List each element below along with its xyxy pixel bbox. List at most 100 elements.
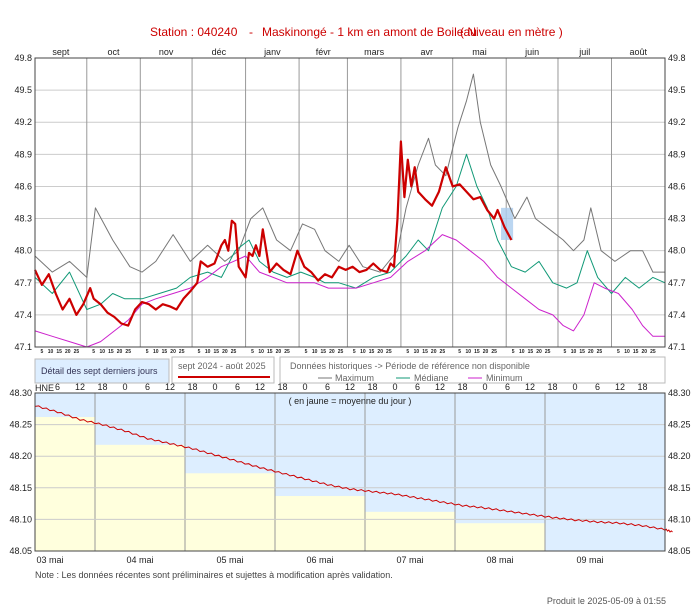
bottom-day-labels: 03 mai 04 mai 05 mai 06 mai 07 mai 08 mai 09 m… [36, 555, 603, 565]
top-month-label-1: oct [108, 47, 121, 57]
footer-note: Note : Les données récentes sont prélimi… [35, 570, 393, 580]
bottom-hour-tick-20: 6 [505, 382, 510, 392]
top-daytick-11-2: 15 [633, 349, 639, 355]
top-ytick-right-3: 48.0 [668, 246, 686, 256]
top-month-label-9: juin [524, 47, 539, 57]
bottom-hour-tick-11: 0 [302, 382, 307, 392]
bottom-daily-mean-1 [95, 444, 185, 551]
top-series-median [34, 153, 666, 310]
top-daytick-5-1: 10 [312, 349, 318, 355]
top-month-label-5: févr [316, 47, 331, 57]
bottom-hour-tick-9: 12 [255, 382, 265, 392]
top-daytick-10-4: 25 [597, 349, 603, 355]
top-daytick-4-3: 20 [276, 349, 282, 355]
bottom-hour-tick-19: 0 [482, 382, 487, 392]
bottom-ytick-left-4: 48.25 [9, 420, 32, 430]
bottom-ytick-left-0: 48.05 [9, 546, 32, 556]
top-daytick-8-1: 10 [465, 349, 471, 355]
top-daytick-9-1: 10 [519, 349, 525, 355]
top-ytick-left-1: 47.4 [14, 310, 32, 320]
top-daytick-5-4: 25 [338, 349, 344, 355]
bottom-hour-tick-26: 18 [637, 382, 647, 392]
top-daytick-3-0: 5 [198, 349, 201, 355]
legend-median-label: Médiane [414, 373, 449, 383]
top-daytick-5-0: 5 [305, 349, 308, 355]
top-y-ticks: 47.1 47.1 47.4 47.4 47.7 47.7 48.0 48.0 48.3 48.3… [14, 53, 685, 352]
top-daytick-9-3: 20 [536, 349, 542, 355]
bottom-hour-tick-2: 18 [97, 382, 107, 392]
top-ytick-left-6: 48.9 [14, 149, 32, 159]
top-daytick-7-0: 5 [406, 349, 409, 355]
top-daytick-2-3: 20 [170, 349, 176, 355]
bottom-ytick-left-2: 48.15 [9, 483, 32, 493]
bottom-hour-tick-16: 6 [415, 382, 420, 392]
bottom-ytick-right-0: 48.05 [668, 546, 691, 556]
bottom-hour-tick-17: 12 [435, 382, 445, 392]
bottom-hour-tick-24: 6 [595, 382, 600, 392]
top-ytick-left-0: 47.1 [14, 342, 32, 352]
top-day-ticks: 5 10 15 20 25 5 10 15 20 25 5 10 15 20 25 5 10 15 20 25 5 10 1… [41, 349, 656, 355]
top-series-current [34, 140, 513, 327]
bottom-hour-tick-5: 12 [165, 382, 175, 392]
bottom-hour-tick-23: 0 [572, 382, 577, 392]
bottom-hour-tick-4: 6 [145, 382, 150, 392]
top-ytick-right-5: 48.6 [668, 181, 686, 191]
bottom-hour-tick-12: 6 [325, 382, 330, 392]
top-daytick-4-1: 10 [258, 349, 264, 355]
top-daytick-3-2: 15 [213, 349, 219, 355]
top-daytick-2-2: 15 [162, 349, 168, 355]
top-ytick-left-2: 47.7 [14, 278, 32, 288]
top-grid [35, 57, 665, 348]
top-ytick-left-7: 49.2 [14, 117, 32, 127]
bottom-hour-tick-3: 0 [122, 382, 127, 392]
bottom-background [35, 393, 665, 551]
top-ytick-right-8: 49.5 [668, 85, 686, 95]
top-daytick-10-2: 15 [579, 349, 585, 355]
bottom-ytick-left-1: 48.10 [9, 514, 32, 524]
bottom-hour-tick-6: 18 [187, 382, 197, 392]
bottom-y-ticks: 48.05 48.05 48.10 48.10 48.15 48.15 48.20 48.20… [9, 388, 690, 556]
top-ytick-left-8: 49.5 [14, 85, 32, 95]
top-current-highlight [501, 207, 514, 240]
bottom-hour-tick-22: 18 [547, 382, 557, 392]
bottom-hour-tick-15: 0 [392, 382, 397, 392]
top-daytick-0-4: 25 [74, 349, 80, 355]
top-month-label-6: mars [364, 47, 384, 57]
top-daytick-6-3: 20 [377, 349, 383, 355]
top-daytick-1-1: 10 [100, 349, 106, 355]
top-daytick-1-3: 20 [117, 349, 123, 355]
bottom-day-label-5: 08 mai [486, 555, 513, 565]
legend-maximum-label: Maximum [335, 373, 374, 383]
top-daytick-1-4: 25 [125, 349, 131, 355]
bottom-hour-tick-14: 18 [367, 382, 377, 392]
legend-period-label: sept 2024 - août 2025 [178, 361, 266, 371]
title-name: Maskinongé - 1 km en amont de Boileau [262, 25, 477, 39]
bottom-daily-mean-3 [275, 496, 365, 551]
top-daytick-7-1: 10 [414, 349, 420, 355]
top-daytick-3-4: 25 [231, 349, 237, 355]
top-month-label-11: août [629, 47, 647, 57]
top-series [34, 73, 666, 348]
bottom-ytick-right-4: 48.25 [668, 420, 691, 430]
top-series-minimum [34, 234, 665, 348]
top-daytick-11-1: 10 [624, 349, 630, 355]
bottom-hour-tick-25: 12 [615, 382, 625, 392]
footer-produced: Produit le 2025-05-09 à 01:55 [546, 596, 666, 606]
title-unit: ( Niveau en mètre ) [460, 25, 563, 39]
top-ytick-left-3: 48.0 [14, 246, 32, 256]
bottom-series [34, 405, 673, 533]
bottom-daily-mean-4 [365, 511, 455, 551]
top-daytick-0-0: 5 [41, 349, 44, 355]
top-daytick-0-3: 20 [65, 349, 71, 355]
legend-period-box [171, 356, 275, 384]
top-daytick-10-1: 10 [571, 349, 577, 355]
top-series-maximum [34, 73, 665, 278]
title-separator: - [249, 25, 253, 39]
bottom-day-label-1: 04 mai [126, 555, 153, 565]
bottom-hour-tick-7: 0 [212, 382, 217, 392]
top-daytick-1-2: 15 [108, 349, 114, 355]
bottom-series-current [34, 405, 673, 533]
top-month-labels: sept oct nov déc janv févr mars avr mai juin juil a… [52, 47, 647, 57]
top-daytick-10-3: 20 [588, 349, 594, 355]
